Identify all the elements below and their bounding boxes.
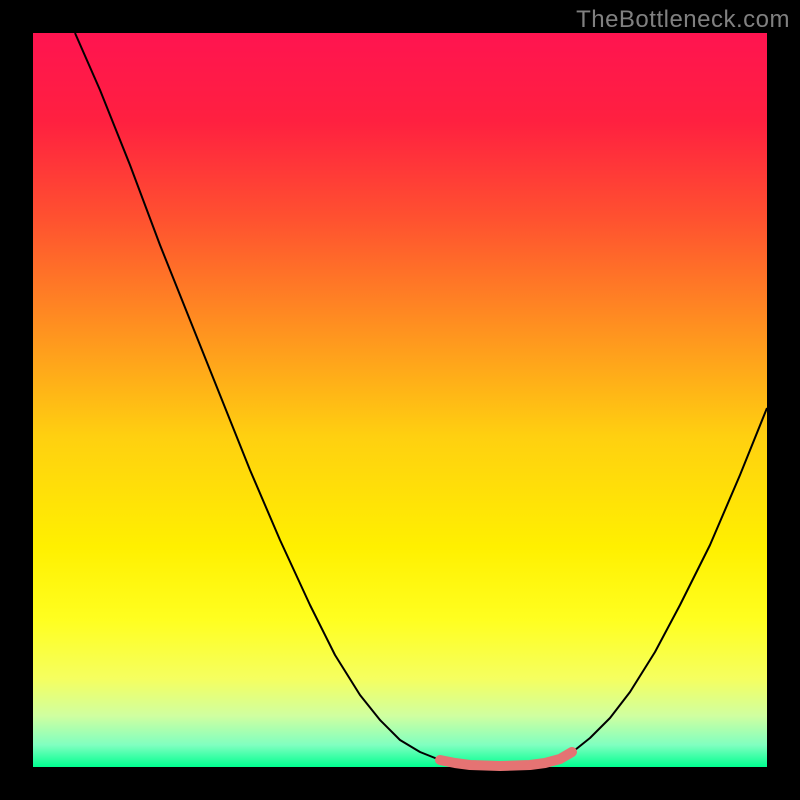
chart-container: TheBottleneck.com xyxy=(0,0,800,800)
chart-background xyxy=(33,33,767,767)
watermark-text: TheBottleneck.com xyxy=(576,6,790,34)
chart-svg xyxy=(0,0,800,800)
